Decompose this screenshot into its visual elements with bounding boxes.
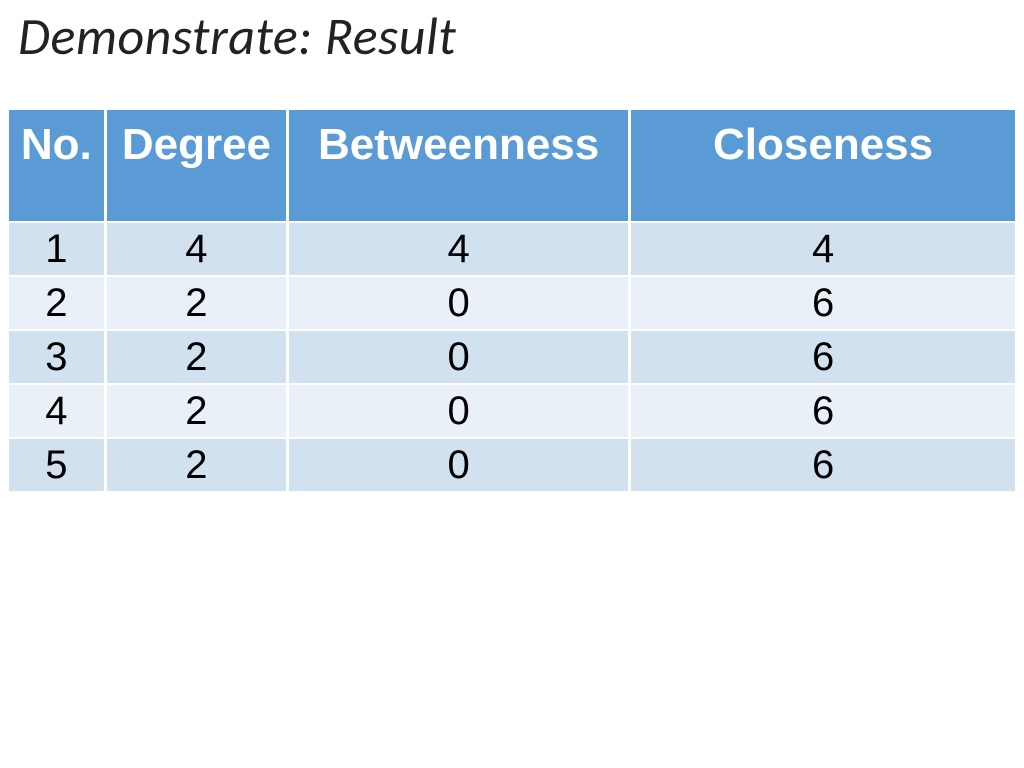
page-title: Demonstrate: Result — [18, 4, 456, 68]
table-row: 5 2 0 6 — [9, 439, 1015, 491]
cell-no: 2 — [9, 277, 104, 329]
table-row: 1 4 4 4 — [9, 223, 1015, 275]
table-body: 1 4 4 4 2 2 0 6 3 2 0 6 4 — [9, 223, 1015, 491]
cell-degree: 4 — [107, 223, 286, 275]
cell-betweenness: 0 — [289, 439, 628, 491]
cell-no: 1 — [9, 223, 104, 275]
th-degree: Degree — [107, 110, 286, 221]
cell-degree: 2 — [107, 277, 286, 329]
table-head: No. Degree Betweenness Closeness — [9, 110, 1015, 221]
cell-closeness: 4 — [631, 223, 1015, 275]
cell-no: 3 — [9, 331, 104, 383]
table-header-row: No. Degree Betweenness Closeness — [9, 110, 1015, 221]
cell-degree: 2 — [107, 385, 286, 437]
cell-betweenness: 4 — [289, 223, 628, 275]
table-row: 4 2 0 6 — [9, 385, 1015, 437]
centrality-table: No. Degree Betweenness Closeness 1 4 4 4… — [6, 108, 1018, 493]
cell-degree: 2 — [107, 331, 286, 383]
centrality-table-wrap: No. Degree Betweenness Closeness 1 4 4 4… — [6, 108, 1018, 493]
th-closeness: Closeness — [631, 110, 1015, 221]
cell-closeness: 6 — [631, 439, 1015, 491]
th-betweenness: Betweenness — [289, 110, 628, 221]
table-row: 2 2 0 6 — [9, 277, 1015, 329]
th-no: No. — [9, 110, 104, 221]
cell-betweenness: 0 — [289, 277, 628, 329]
cell-closeness: 6 — [631, 277, 1015, 329]
cell-degree: 2 — [107, 439, 286, 491]
cell-closeness: 6 — [631, 331, 1015, 383]
cell-betweenness: 0 — [289, 385, 628, 437]
cell-betweenness: 0 — [289, 331, 628, 383]
cell-no: 4 — [9, 385, 104, 437]
table-row: 3 2 0 6 — [9, 331, 1015, 383]
cell-closeness: 6 — [631, 385, 1015, 437]
cell-no: 5 — [9, 439, 104, 491]
slide: Demonstrate: Result No. Degree Betweenne… — [0, 0, 1024, 768]
